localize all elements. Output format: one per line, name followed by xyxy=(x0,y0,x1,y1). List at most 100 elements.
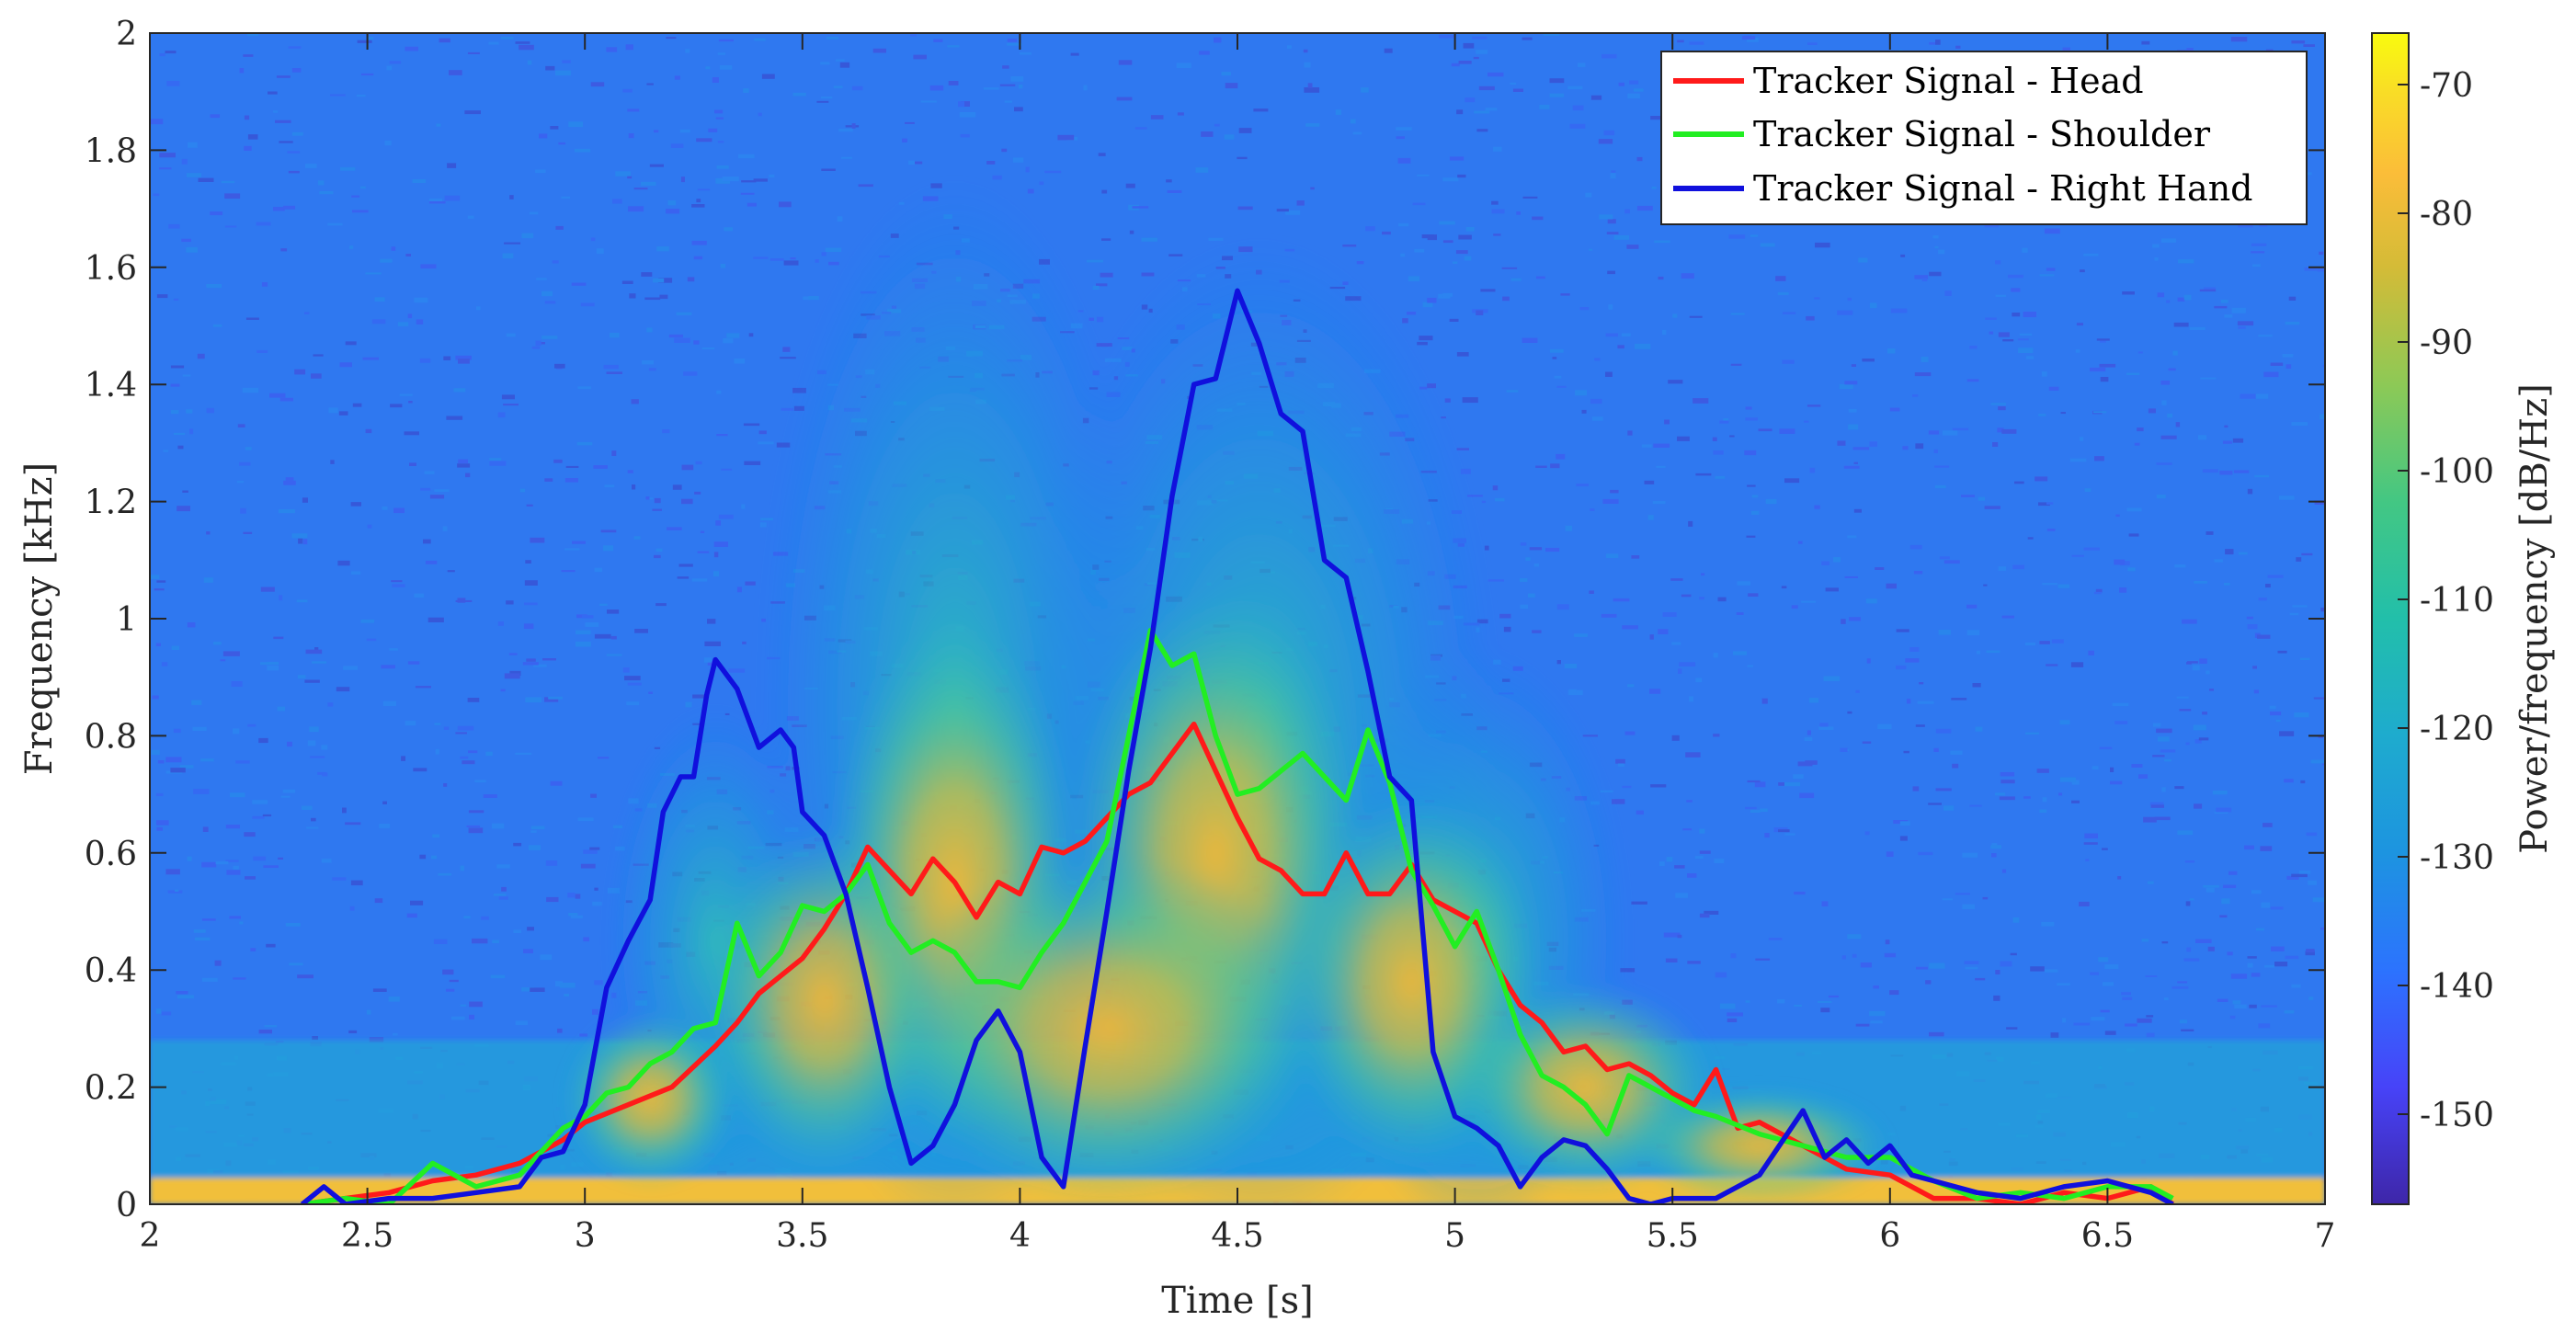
noise-speck xyxy=(469,1014,474,1019)
noise-speck xyxy=(349,905,355,911)
noise-speck xyxy=(1729,435,1735,438)
noise-speck xyxy=(2059,720,2070,725)
noise-speck xyxy=(1414,248,1425,253)
noise-speck xyxy=(1310,187,1315,190)
noise-speck xyxy=(2232,1000,2241,1005)
noise-speck xyxy=(1087,259,1103,263)
noise-speck xyxy=(776,442,791,448)
noise-speck xyxy=(2224,425,2228,428)
noise-speck xyxy=(1253,108,1269,112)
noise-speck xyxy=(1025,166,1030,173)
noise-speck xyxy=(2156,495,2166,499)
noise-speck xyxy=(467,215,474,219)
noise-speck xyxy=(1670,578,1683,581)
noise-speck xyxy=(1237,156,1248,160)
noise-speck xyxy=(336,687,350,692)
noise-speck xyxy=(1855,689,1860,693)
noise-speck xyxy=(2073,1022,2091,1026)
noise-speck xyxy=(1704,910,1719,915)
noise-speck xyxy=(1594,358,1601,361)
noise-speck xyxy=(1952,427,1969,431)
noise-speck xyxy=(561,196,570,199)
noise-speck xyxy=(405,254,411,256)
noise-speck xyxy=(2184,860,2195,863)
noise-speck xyxy=(2193,724,2206,731)
noise-speck xyxy=(443,783,448,787)
noise-speck xyxy=(2011,288,2021,292)
noise-speck xyxy=(2249,1004,2257,1008)
noise-speck xyxy=(181,158,188,165)
noise-speck xyxy=(513,929,521,933)
noise-speck xyxy=(1840,747,1848,752)
y-tick-label: 0.4 xyxy=(85,952,137,990)
noise-speck xyxy=(1730,953,1737,959)
noise-speck xyxy=(1356,261,1364,265)
noise-speck xyxy=(722,177,739,182)
noise-speck xyxy=(442,969,454,975)
noise-speck xyxy=(165,757,182,763)
noise-speck xyxy=(554,363,565,369)
noise-speck xyxy=(555,981,563,987)
noise-speck xyxy=(1550,463,1560,469)
noise-speck xyxy=(761,74,775,79)
noise-speck xyxy=(1427,383,1436,389)
noise-speck xyxy=(820,62,830,65)
noise-speck xyxy=(2146,1032,2155,1038)
noise-speck xyxy=(742,641,747,644)
noise-speck xyxy=(1579,307,1590,311)
noise-speck xyxy=(498,896,508,900)
noise-speck xyxy=(2119,587,2127,593)
noise-speck xyxy=(260,587,275,592)
noise-speck xyxy=(1621,333,1631,336)
noise-speck xyxy=(406,913,417,918)
noise-speck xyxy=(1719,420,1729,424)
series-line-shoulder xyxy=(302,627,2174,1204)
noise-speck xyxy=(666,37,677,40)
noise-speck xyxy=(2167,413,2173,418)
noise-speck xyxy=(2084,488,2092,492)
noise-speck xyxy=(168,223,180,229)
noise-speck xyxy=(1453,261,1458,264)
noise-speck xyxy=(825,247,842,252)
noise-speck xyxy=(244,145,252,151)
noise-speck xyxy=(1745,806,1757,810)
noise-speck xyxy=(1668,380,1683,384)
noise-speck xyxy=(1823,676,1841,681)
noise-speck xyxy=(439,38,450,43)
noise-speck xyxy=(1778,829,1790,833)
noise-speck xyxy=(252,800,268,804)
noise-speck xyxy=(1576,484,1589,487)
noise-speck xyxy=(1855,1023,1870,1027)
noise-speck xyxy=(2247,624,2258,630)
noise-speck xyxy=(2312,897,2325,903)
noise-speck xyxy=(648,368,656,371)
noise-speck xyxy=(474,780,486,783)
noise-speck xyxy=(367,37,374,40)
y-tick-label: 1.8 xyxy=(85,132,137,170)
noise-speck xyxy=(2014,481,2024,484)
noise-speck xyxy=(508,653,518,655)
noise-speck xyxy=(1869,302,1877,309)
noise-speck xyxy=(1492,485,1499,491)
noise-speck xyxy=(2264,964,2275,968)
noise-speck xyxy=(151,749,160,756)
noise-speck xyxy=(667,527,682,530)
noise-speck xyxy=(229,916,241,919)
noise-speck xyxy=(1821,561,1829,565)
noise-speck xyxy=(2227,951,2233,956)
noise-speck xyxy=(311,817,316,822)
noise-speck xyxy=(1520,604,1528,609)
noise-speck xyxy=(2251,973,2261,977)
noise-speck xyxy=(443,356,451,360)
noise-speck xyxy=(206,407,214,414)
noise-speck xyxy=(1852,953,1857,958)
noise-speck xyxy=(1944,290,1952,296)
noise-speck xyxy=(1582,735,1598,737)
noise-speck xyxy=(1929,962,1945,969)
noise-speck xyxy=(194,937,211,940)
noise-speck xyxy=(1427,297,1437,303)
noise-speck xyxy=(2145,975,2158,977)
noise-speck xyxy=(652,508,662,511)
noise-speck xyxy=(1501,267,1518,269)
noise-speck xyxy=(2279,731,2295,736)
